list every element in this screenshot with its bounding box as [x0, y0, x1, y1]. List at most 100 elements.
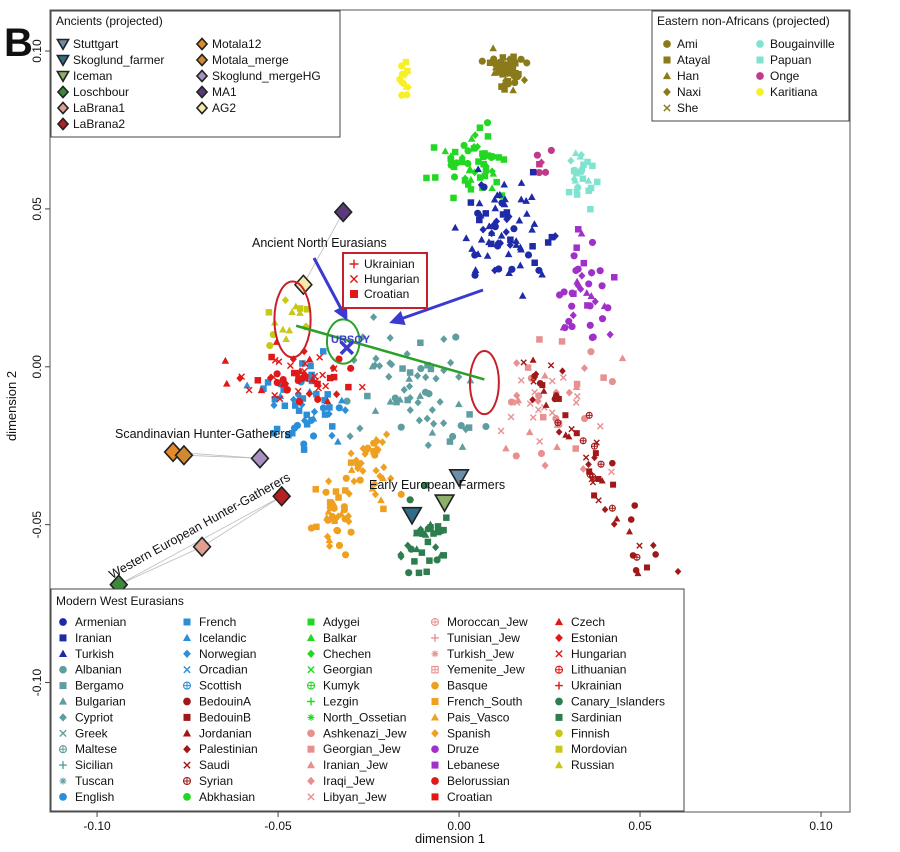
- data-point: [345, 517, 353, 526]
- legend-label: Bergamo: [75, 679, 124, 693]
- legend-label: Ukrainian: [571, 679, 622, 693]
- data-point: [296, 309, 304, 316]
- legend-label: MA1: [212, 85, 237, 99]
- data-point: [324, 391, 331, 398]
- data-point: [529, 356, 537, 363]
- data-point: [568, 425, 575, 433]
- legend-marker: [183, 649, 191, 658]
- data-point: [405, 382, 414, 391]
- data-point: [565, 317, 573, 325]
- data-point: [520, 359, 527, 366]
- data-point: [497, 427, 505, 435]
- legend-label: Jordanian: [199, 726, 252, 740]
- legend-marker: [59, 634, 67, 642]
- data-point: [489, 44, 497, 52]
- data-point: [406, 369, 414, 376]
- data-point: [475, 199, 484, 207]
- data-point: [437, 551, 445, 559]
- legend-label: Saudi: [199, 758, 230, 772]
- data-point: [490, 69, 499, 76]
- data-point: [517, 55, 525, 63]
- data-point: [483, 119, 492, 127]
- data-point: [577, 229, 586, 237]
- legend-label: Hungarian: [571, 647, 626, 661]
- data-point: [413, 529, 421, 537]
- legend-label: LaBrana1: [73, 101, 125, 115]
- data-point: [588, 238, 597, 246]
- data-point: [483, 251, 492, 259]
- legend-label: French_South: [447, 695, 522, 709]
- data-point: [479, 225, 487, 234]
- legend-label: Lezgin: [323, 695, 358, 709]
- data-point: [303, 421, 311, 428]
- data-point: [484, 152, 492, 159]
- data-point: [326, 404, 333, 411]
- data-point: [264, 379, 272, 386]
- data-point: [610, 520, 618, 528]
- connector-line: [183, 454, 260, 459]
- data-point: [294, 376, 302, 385]
- legend-label: Canary_Islanders: [571, 695, 665, 709]
- data-point: [268, 353, 275, 361]
- data-point: [406, 406, 414, 415]
- data-point: [326, 499, 334, 506]
- x-tick-label: 0.00: [447, 819, 471, 833]
- data-point: [299, 360, 306, 367]
- legend-label: Estonian: [571, 631, 618, 645]
- data-point: [276, 395, 284, 403]
- legend-label: Iranian: [75, 631, 112, 645]
- data-point: [587, 205, 594, 213]
- data-point: [568, 289, 576, 297]
- data-point: [303, 411, 311, 419]
- data-point: [302, 322, 310, 331]
- annotation-ancient-north-eurasians: Ancient North Eurasians: [252, 236, 387, 250]
- data-point: [495, 154, 503, 161]
- legend-marker: [59, 713, 67, 722]
- data-point: [337, 510, 346, 518]
- data-point: [592, 450, 599, 457]
- legend-marker: [756, 88, 764, 96]
- data-point: [554, 419, 562, 427]
- data-point: [529, 396, 536, 404]
- data-point: [296, 305, 304, 312]
- legend-marker: [554, 760, 564, 769]
- data-point: [536, 160, 543, 168]
- legend-label: Czech: [571, 615, 605, 629]
- data-point: [551, 232, 559, 240]
- data-point: [403, 350, 411, 358]
- data-point: [572, 399, 580, 406]
- data-point: [335, 541, 344, 550]
- data-point: [270, 401, 278, 410]
- legend-label: BedouinB: [199, 710, 251, 724]
- data-point: [406, 394, 414, 402]
- data-point: [606, 330, 614, 339]
- data-point: [548, 377, 556, 385]
- data-point: [371, 361, 379, 370]
- data-point: [243, 381, 251, 389]
- legend-marker: [183, 666, 191, 674]
- legend-label: Libyan_Jew: [323, 790, 387, 804]
- data-point: [397, 550, 405, 559]
- data-point: [505, 269, 513, 277]
- ancient-point-ag2: [293, 274, 313, 296]
- data-point: [579, 437, 587, 445]
- data-point: [452, 333, 460, 341]
- data-point: [285, 431, 292, 439]
- legend-label: Atayal: [677, 53, 710, 67]
- data-point: [399, 365, 406, 372]
- annotation-ursoy: URSOY: [331, 334, 371, 346]
- legend-modern: Modern West Eurasians Armenian Iranian Tur…: [50, 588, 685, 812]
- data-point: [421, 482, 429, 489]
- data-point: [573, 186, 581, 194]
- data-point: [440, 526, 447, 534]
- data-point: [347, 449, 355, 458]
- data-point: [275, 358, 283, 366]
- x-axis: -0.10 -0.05 0.00 0.05 0.10: [83, 812, 833, 833]
- data-point: [305, 389, 313, 398]
- data-point: [421, 388, 430, 396]
- data-point: [300, 446, 308, 453]
- data-point: [515, 71, 522, 78]
- data-point: [368, 484, 377, 492]
- data-point: [331, 517, 338, 524]
- data-point: [480, 160, 487, 168]
